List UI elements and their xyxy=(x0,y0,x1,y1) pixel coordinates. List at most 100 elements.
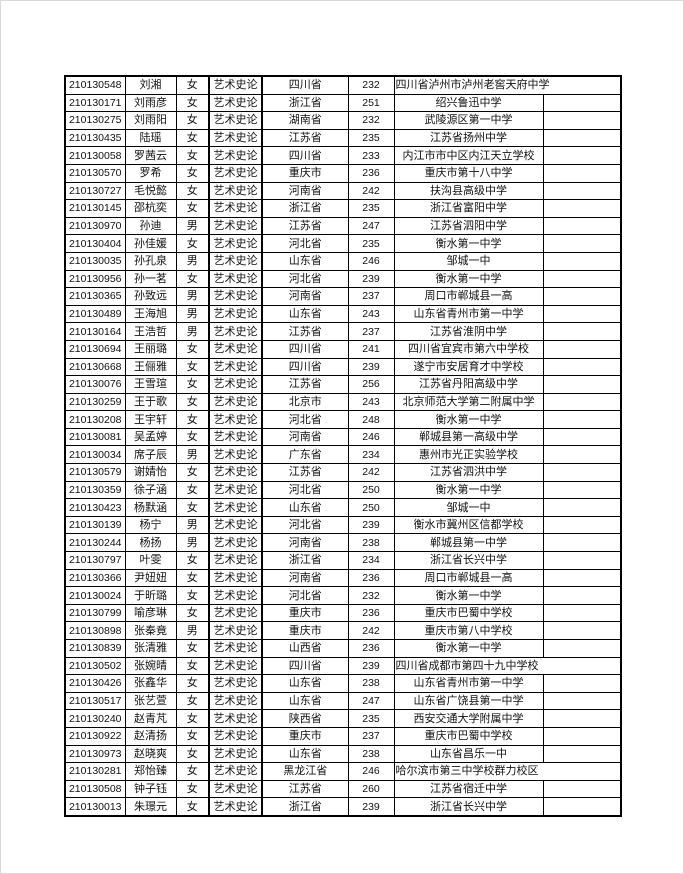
cell-score: 242 xyxy=(347,463,395,482)
cell-id: 210130171 xyxy=(64,93,126,113)
cell-major: 艺术史论 xyxy=(208,392,263,412)
table-row: 210130281 郑怡臻女艺术史论 黑龙江省 246 哈尔滨市第三中学校群力校区 xyxy=(64,762,622,781)
cell-school: 遂宁市安居育才中学校 xyxy=(393,357,544,377)
cell-name: 邵杭奕 xyxy=(124,199,177,218)
cell-score: 239 xyxy=(347,797,395,817)
cell-province: 重庆市 xyxy=(261,726,349,746)
cell-major: 艺术史论 xyxy=(208,234,263,253)
cell-empty xyxy=(542,357,622,377)
cell-score: 236 xyxy=(347,603,395,623)
cell-name: 郑怡臻 xyxy=(124,762,177,781)
cell-province: 湖南省 xyxy=(261,111,349,130)
cell-empty xyxy=(542,163,622,183)
cell-major: 艺术史论 xyxy=(208,515,263,535)
table-row: 210130024 于昕璐女艺术史论 河北省 232 衡水第一中学 xyxy=(64,586,622,605)
cell-name: 谢婧怡 xyxy=(124,463,177,482)
cell-province: 江苏省 xyxy=(261,779,349,799)
cell-empty xyxy=(542,111,622,130)
table-row: 210130799 喻彦琳女艺术史论 重庆市 236 重庆市巴蜀中学校 xyxy=(64,603,622,623)
cell-school: 浙江省富阳中学 xyxy=(393,199,544,218)
cell-name: 赵清扬 xyxy=(124,726,177,746)
cell-empty xyxy=(542,445,622,465)
cell-province: 江苏省 xyxy=(261,216,349,236)
cell-name: 张清雅 xyxy=(124,639,177,658)
cell-name: 杨默涵 xyxy=(124,498,177,517)
cell-province: 江苏省 xyxy=(261,463,349,482)
cell-major: 艺术史论 xyxy=(208,251,263,271)
cell-id: 210130668 xyxy=(64,357,126,377)
cell-major: 艺术史论 xyxy=(208,287,263,306)
table-row: 210130435 陆瑶女艺术史论 江苏省 235 江苏省扬州中学 xyxy=(64,128,622,148)
cell-school: 江苏省扬州中学 xyxy=(393,128,544,148)
table-row: 210130548 刘湘女艺术史论 四川省 232 四川省泸州市泸州老窖天府中学 xyxy=(64,75,622,95)
table-row: 210130035 孙孔泉男艺术史论 山东省 246 邹城一中 xyxy=(64,251,622,271)
cell-name: 毛悦懿 xyxy=(124,181,177,201)
cell-empty xyxy=(542,304,622,324)
cell-empty xyxy=(542,515,622,535)
cell-empty xyxy=(542,427,622,447)
cell-id: 210130281 xyxy=(64,762,126,781)
cell-empty xyxy=(542,586,622,605)
cell-school: 武陵源区第一中学 xyxy=(393,111,544,130)
table-row: 210130259 王于歌女艺术史论 北京市 243 北京师范大学第二附属中学 xyxy=(64,392,622,412)
cell-score: 239 xyxy=(347,515,395,535)
cell-id: 210130956 xyxy=(64,269,126,289)
table-row: 210130797 叶雯女艺术史论 浙江省 234 浙江省长兴中学 xyxy=(64,551,622,570)
cell-name: 杨扬 xyxy=(124,533,177,553)
cell-score: 237 xyxy=(347,322,395,341)
cell-gender: 女 xyxy=(175,709,210,728)
cell-province: 河南省 xyxy=(261,427,349,447)
cell-name: 朱璟元 xyxy=(124,797,177,817)
cell-gender: 女 xyxy=(175,674,210,693)
cell-province: 浙江省 xyxy=(261,93,349,113)
cell-gender: 女 xyxy=(175,199,210,218)
cell-id: 210130839 xyxy=(64,639,126,658)
cell-major: 艺术史论 xyxy=(208,339,263,359)
cell-name: 于昕璐 xyxy=(124,586,177,605)
cell-score: 235 xyxy=(347,709,395,728)
cell-province: 江苏省 xyxy=(261,375,349,394)
cell-gender: 女 xyxy=(175,234,210,253)
cell-gender: 女 xyxy=(175,480,210,500)
cell-school: 北京师范大学第二附属中学 xyxy=(393,392,544,412)
cell-name: 王浩哲 xyxy=(124,322,177,341)
cell-gender: 女 xyxy=(175,568,210,588)
table-row: 210130898 张秦竟男艺术史论 重庆市 242 重庆市第八中学校 xyxy=(64,621,622,640)
cell-province: 浙江省 xyxy=(261,797,349,817)
cell-score: 236 xyxy=(347,568,395,588)
cell-school: 郸城县第一中学 xyxy=(393,533,544,553)
cell-major: 艺术史论 xyxy=(208,375,263,394)
cell-major: 艺术史论 xyxy=(208,163,263,183)
cell-major: 艺术史论 xyxy=(208,498,263,517)
cell-province: 江苏省 xyxy=(261,322,349,341)
cell-gender: 女 xyxy=(175,726,210,746)
cell-empty xyxy=(542,322,622,341)
table-row: 210130956 孙一茗女艺术史论 河北省 239 衡水第一中学 xyxy=(64,269,622,289)
cell-gender: 女 xyxy=(175,797,210,817)
cell-school: 重庆市巴蜀中学校 xyxy=(393,726,544,746)
cell-major: 艺术史论 xyxy=(208,146,263,165)
cell-school: 西安交通大学附属中学 xyxy=(393,709,544,728)
cell-province: 四川省 xyxy=(261,357,349,377)
cell-id: 210130797 xyxy=(64,551,126,570)
cell-name: 叶雯 xyxy=(124,551,177,570)
cell-gender: 女 xyxy=(175,639,210,658)
cell-province: 广东省 xyxy=(261,445,349,465)
cell-score: 238 xyxy=(347,533,395,553)
cell-major: 艺术史论 xyxy=(208,128,263,148)
table-row: 210130502 张婉晴女艺术史论 四川省 239 四川省成都市第四十九中学校 xyxy=(64,656,622,676)
cell-empty xyxy=(542,93,622,113)
cell-gender: 男 xyxy=(175,251,210,271)
cell-name: 尹妞妞 xyxy=(124,568,177,588)
cell-score: 232 xyxy=(347,586,395,605)
cell-id: 210130404 xyxy=(64,234,126,253)
cell-major: 艺术史论 xyxy=(208,709,263,728)
table-row: 210130508 钟子钰女艺术史论 江苏省 260 江苏省宿迁中学 xyxy=(64,779,622,799)
cell-school: 衡水市冀州区信都学校 xyxy=(393,515,544,535)
cell-major: 艺术史论 xyxy=(208,111,263,130)
cell-id: 210130035 xyxy=(64,251,126,271)
cell-major: 艺术史论 xyxy=(208,427,263,447)
table-row: 210130244 杨扬男艺术史论 河南省 238 郸城县第一中学 xyxy=(64,533,622,553)
cell-school: 周口市郸城县一高 xyxy=(393,287,544,306)
cell-empty xyxy=(542,339,622,359)
